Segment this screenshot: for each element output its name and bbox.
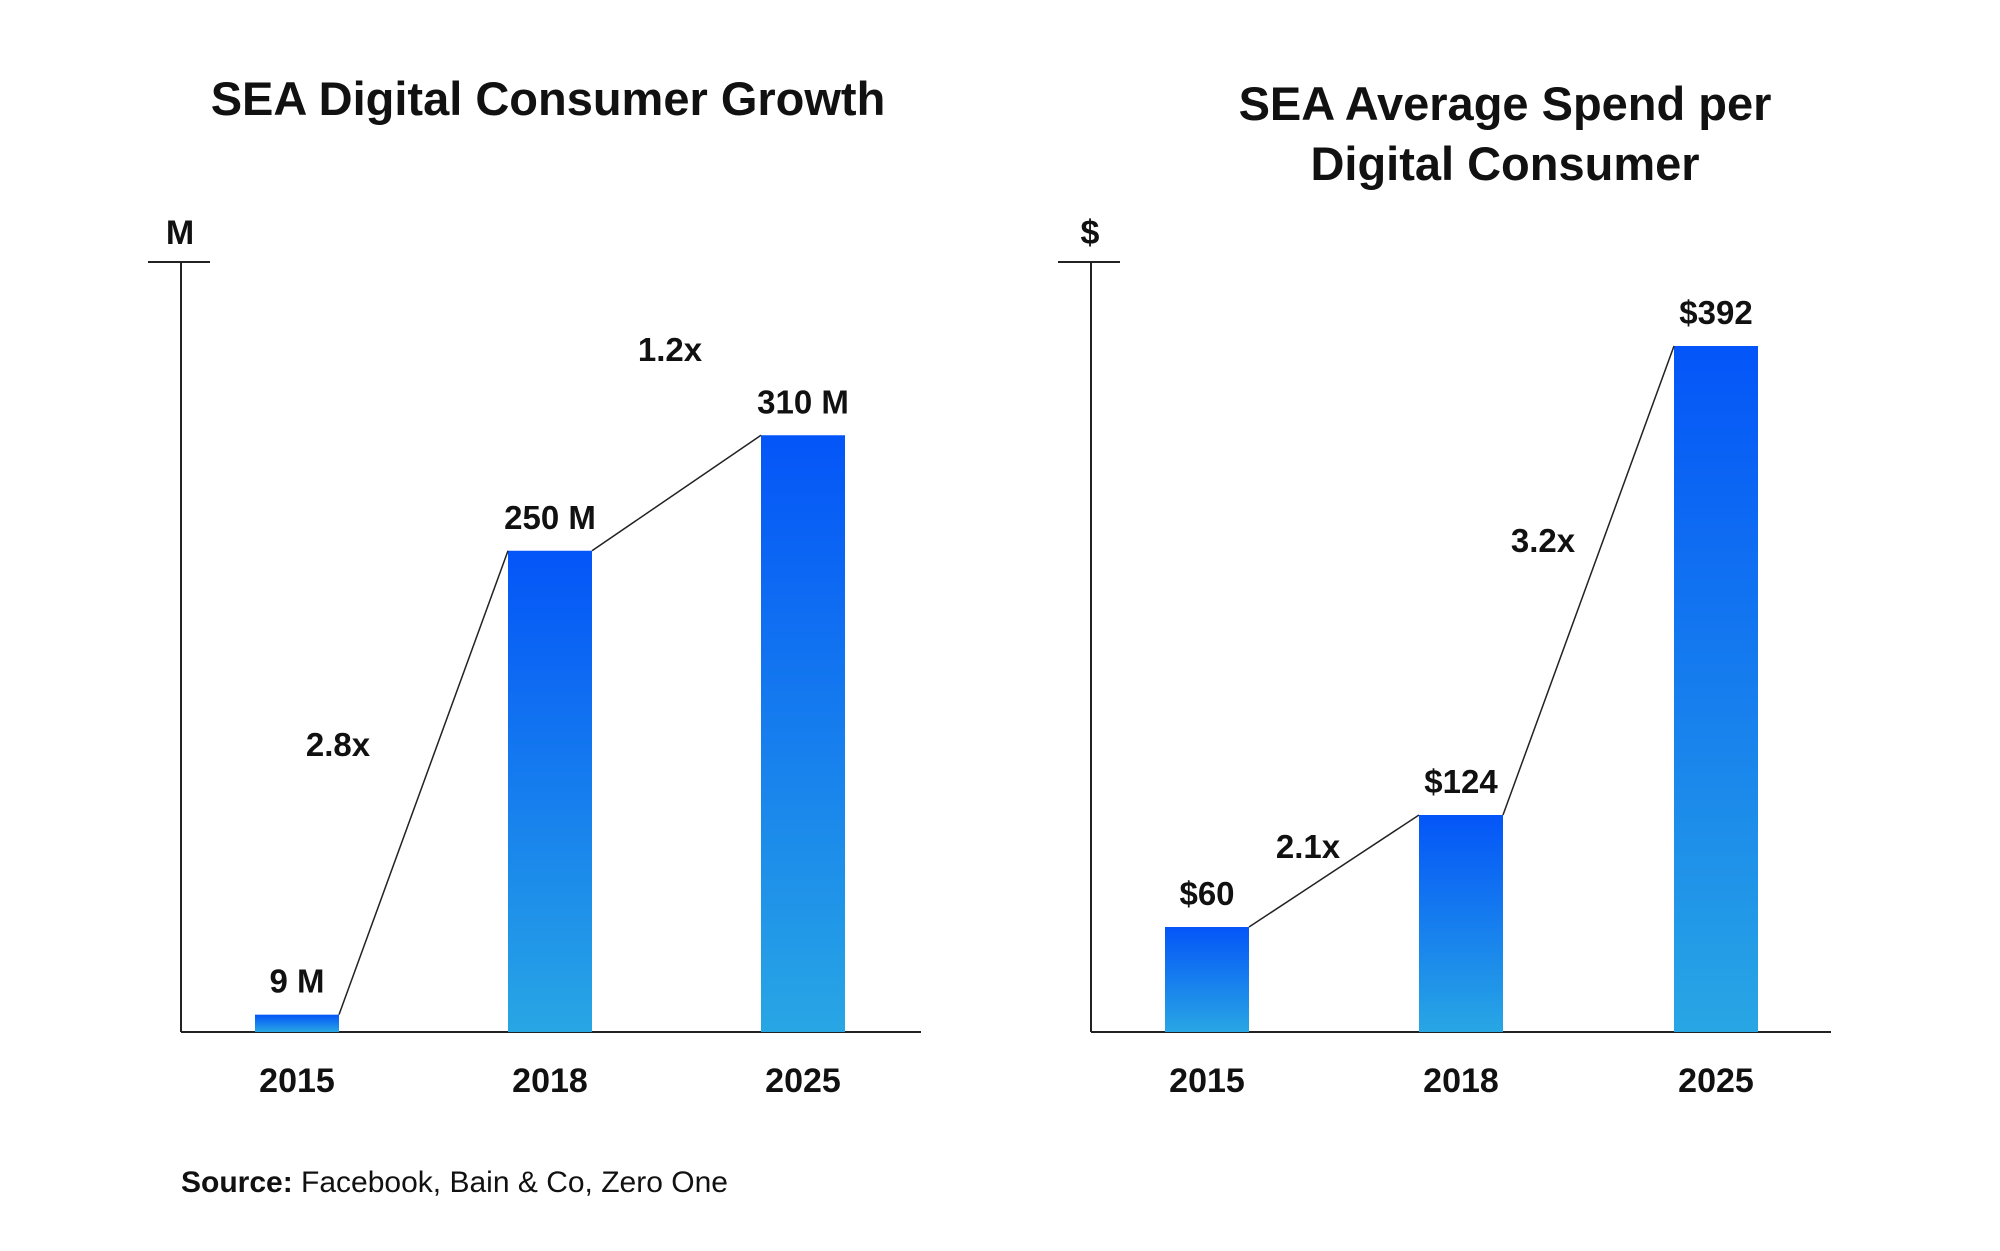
chart1-bar-2015 [255,1014,339,1032]
chart2-growth-label-1: 2.1x [1276,828,1341,865]
source-text: Facebook, Bain & Co, Zero One [301,1166,728,1199]
chart2-bar-2025 [1674,346,1758,1032]
chart1-data-label-2015: 9 M [269,963,324,1000]
chart2-title-line-2: Digital Consumer [1310,137,1699,190]
chart1-growth-label-1: 2.8x [306,726,371,763]
chart2-data-label-2025: $392 [1679,294,1752,331]
chart1-bar-2018 [508,550,592,1032]
chart1-x-tick-2025: 2025 [765,1062,841,1100]
chart1-title-line-1: SEA Digital Consumer Growth [211,72,886,125]
chart2-data-label-2018: $124 [1424,763,1498,800]
chart2-x-tick-2018: 2018 [1423,1062,1499,1100]
chart1-x-tick-2015: 2015 [259,1062,335,1100]
chart1-data-label-2018: 250 M [504,499,596,536]
chart1-x-tick-2018: 2018 [512,1062,588,1100]
chart2-bar-2018 [1419,815,1503,1032]
chart2-y-unit-label: $ [1081,214,1100,252]
chart2-title-line-1: SEA Average Spend per [1239,77,1772,130]
chart2-growth-line-1 [1248,814,1420,928]
chart1-y-unit-label: M [166,214,194,252]
chart2-data-label-2015: $60 [1179,875,1234,912]
chart2-growth-line-2 [1502,345,1675,816]
chart1-bar-2025 [761,435,845,1032]
chart1-growth-label-2: 1.2x [638,331,703,368]
source-label: Source: [181,1166,293,1199]
chart1-growth-line-1 [338,550,509,1015]
chart2-x-tick-2025: 2025 [1678,1062,1754,1100]
chart2-growth-label-2: 3.2x [1511,522,1576,559]
chart1-growth-line-2 [591,434,762,552]
chart2-x-tick-2015: 2015 [1169,1062,1245,1100]
chart1-data-label-2025: 310 M [757,383,849,420]
source-note: Source: Facebook, Bain & Co, Zero One [181,1166,728,1200]
chart2-bar-2015 [1165,927,1249,1032]
